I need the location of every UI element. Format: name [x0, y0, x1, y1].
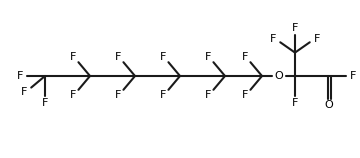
- Text: F: F: [292, 98, 298, 108]
- Text: F: F: [160, 52, 167, 62]
- Text: F: F: [292, 23, 298, 33]
- Text: F: F: [270, 34, 276, 44]
- Text: O: O: [274, 71, 283, 81]
- Text: F: F: [242, 90, 249, 100]
- Text: F: F: [70, 90, 77, 100]
- Text: F: F: [205, 90, 212, 100]
- Text: F: F: [205, 52, 212, 62]
- Text: F: F: [70, 52, 77, 62]
- Text: F: F: [350, 71, 356, 81]
- Text: F: F: [314, 34, 320, 44]
- Text: F: F: [115, 90, 122, 100]
- Text: F: F: [115, 52, 122, 62]
- Text: F: F: [17, 71, 23, 81]
- Text: F: F: [42, 98, 48, 108]
- Text: O: O: [325, 100, 333, 110]
- Text: F: F: [242, 52, 249, 62]
- Text: F: F: [160, 90, 167, 100]
- Text: F: F: [21, 87, 27, 97]
